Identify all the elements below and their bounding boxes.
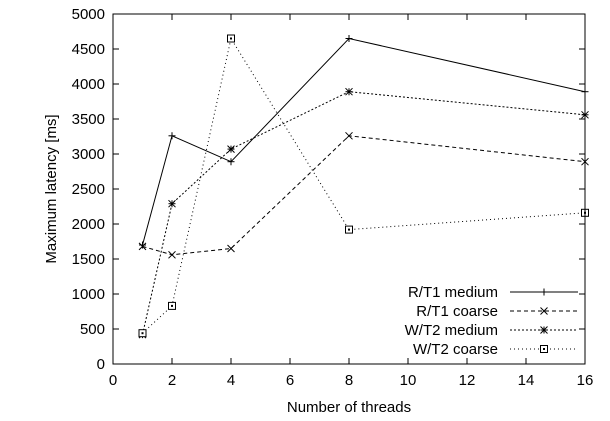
x-axis-title: Number of threads — [287, 399, 411, 416]
series-line-1 — [142, 37, 586, 246]
ticks-layer: 0 500 1000 1500 2000 2500 3000 3500 4000 4500 5000… — [72, 6, 594, 389]
series-line-2 — [142, 135, 586, 256]
plot-frame — [112, 13, 586, 365]
data-point-marker — [227, 244, 235, 253]
y-tick-label: 4000 — [72, 76, 105, 93]
data-point-marker — [168, 132, 176, 140]
legend: R/T1 medium R/T1 coarse W/T2 medium W/T2 co… — [405, 284, 578, 358]
legend-label: R/T1 medium — [408, 284, 498, 301]
legend-marker — [540, 288, 548, 296]
x-tick-label: 4 — [227, 372, 235, 389]
y-tick-label: 3500 — [72, 111, 105, 128]
legend-label: R/T1 coarse — [416, 303, 498, 320]
y-tick-label: 1000 — [72, 286, 105, 303]
y-tick-label: 2500 — [72, 181, 105, 198]
data-point-marker — [227, 34, 235, 43]
series-layer — [138, 34, 589, 339]
x-tick-label: 12 — [459, 372, 476, 389]
x-tick-label: 10 — [400, 372, 417, 389]
x-tick-label: 16 — [577, 372, 594, 389]
legend-marker — [540, 307, 548, 315]
data-point-marker — [227, 158, 235, 166]
legend-label: W/T2 coarse — [413, 341, 498, 358]
data-point-marker — [168, 301, 176, 310]
data-point-marker — [139, 241, 146, 249]
x-tick-label: 14 — [518, 372, 535, 389]
y-tick-label: 2000 — [72, 216, 105, 233]
legend-label: W/T2 medium — [405, 322, 498, 339]
legend-marker — [540, 326, 548, 334]
data-point-marker — [345, 87, 353, 96]
series-line-4 — [142, 37, 586, 334]
y-tick-label: 0 — [97, 356, 105, 373]
data-point-marker — [138, 242, 147, 251]
y-tick-label: 3000 — [72, 146, 105, 163]
data-point-marker — [168, 250, 176, 259]
y-tick-label: 1500 — [72, 251, 105, 268]
data-point-marker — [138, 329, 147, 338]
data-point-marker — [345, 35, 353, 42]
x-tick-label: 0 — [109, 372, 117, 389]
y-tick-label: 4500 — [72, 41, 105, 58]
data-point-marker — [227, 145, 235, 153]
data-point-marker — [345, 131, 353, 140]
y-tick-label: 5000 — [72, 6, 105, 23]
data-point-marker — [345, 225, 353, 234]
series-line-3 — [142, 91, 586, 335]
legend-marker — [540, 345, 548, 353]
x-tick-label: 6 — [286, 372, 294, 389]
data-point-marker — [168, 199, 176, 208]
x-tick-label: 8 — [345, 372, 353, 389]
x-tick-label: 2 — [168, 372, 176, 389]
y-axis-title: Maximum latency [ms] — [43, 114, 60, 263]
y-tick-label: 500 — [80, 321, 105, 338]
